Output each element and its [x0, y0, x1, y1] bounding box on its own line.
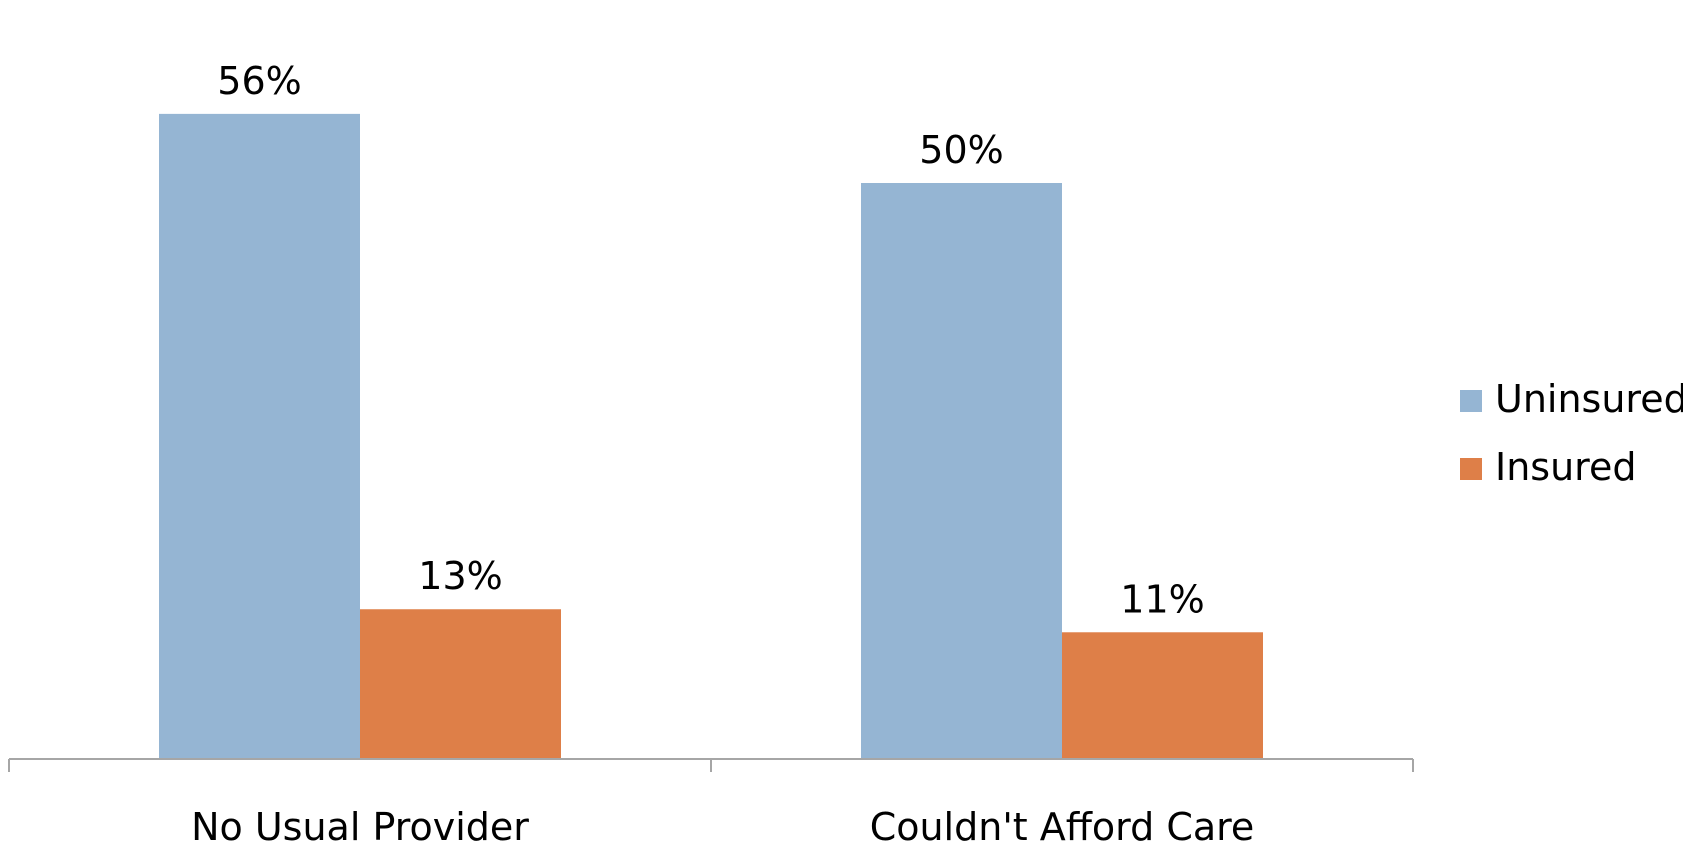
bar-insured-1 — [1062, 632, 1263, 759]
legend-label-insured: Insured — [1495, 445, 1636, 489]
value-label-uninsured-0: 56% — [217, 59, 301, 103]
bar-insured-0 — [360, 609, 561, 759]
bars-layer — [159, 113, 1263, 759]
legend-swatch-uninsured — [1460, 390, 1482, 412]
value-label-insured-1: 11% — [1120, 577, 1204, 621]
bar-uninsured-1 — [861, 183, 1062, 759]
legend-swatch-insured — [1460, 458, 1482, 480]
value-label-uninsured-1: 50% — [919, 128, 1003, 172]
category-labels-layer: No Usual Provider Couldn't Afford Care — [191, 805, 1254, 847]
bar-uninsured-0 — [159, 113, 360, 759]
legend: Uninsured Insured — [1460, 377, 1683, 489]
value-labels-layer: 56% 13% 50% 11% — [217, 59, 1204, 621]
x-axis — [8, 758, 1414, 772]
category-label-0: No Usual Provider — [191, 805, 529, 847]
legend-label-uninsured: Uninsured — [1495, 377, 1683, 421]
value-label-insured-0: 13% — [418, 554, 502, 598]
category-label-1: Couldn't Afford Care — [870, 805, 1255, 847]
